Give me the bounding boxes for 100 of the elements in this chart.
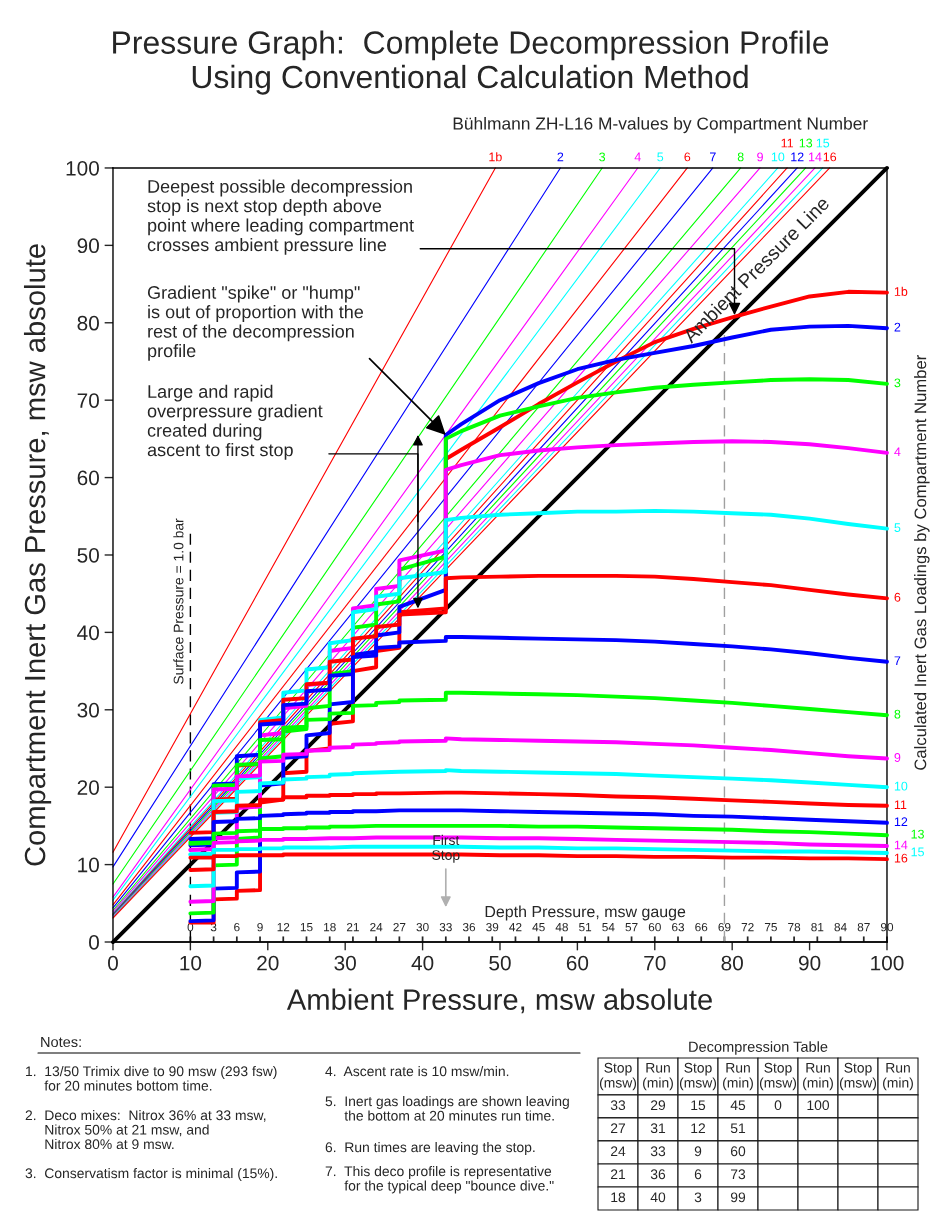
x-tick-label: 90 [798, 955, 821, 971]
series-label: 13 [911, 829, 924, 839]
text: 6 [694, 1169, 702, 1180]
x2-tick-label: 30 [416, 922, 429, 932]
x2-axis-title: Depth Pressure, msw gauge [485, 905, 686, 921]
text: Bühlmann ZH-L16 M-values by Compartment Number [453, 116, 868, 134]
series-label: 1b [894, 286, 908, 296]
y2-axis-title: Calculated Inert Gas Loadings by Compartment Number [914, 355, 930, 770]
y-tick-label: 70 [77, 393, 99, 408]
x-tick-label: 70 [644, 955, 666, 971]
text: 51 [730, 1123, 746, 1134]
text: 0 [774, 1100, 782, 1111]
series-label: 4 [894, 447, 901, 457]
chart-title: Pressure Graph: Complete Decompression Profile Using Conventional Calculation Method [113, 30, 829, 95]
series-label: 8 [894, 709, 901, 719]
series-label: 3 [894, 378, 901, 388]
text: 40 [650, 1192, 666, 1203]
y-tick-label: 10 [78, 857, 99, 873]
series-label: 2 [894, 322, 901, 332]
x2-tick-label: 87 [857, 922, 870, 932]
text: 4. Ascent rate is 10 msw/min. [325, 1066, 509, 1077]
y-tick-label: 90 [77, 238, 99, 254]
text: 6. Run times are leaving the stop. [325, 1142, 535, 1155]
y-tick-label: 0 [89, 935, 99, 950]
series-label: 15 [816, 138, 830, 148]
series-label: 7 [894, 656, 901, 666]
text: 3 [694, 1192, 702, 1203]
series-label: 6 [894, 592, 901, 602]
series-label: 6 [684, 152, 691, 162]
x2-tick-label: 12 [277, 922, 290, 932]
series-label: 14 [894, 840, 908, 850]
series-label: 1b [489, 152, 502, 162]
x2-tick-label: 72 [741, 922, 754, 932]
annotation: Deepest possible decompression stop is next stop depth above point where leading compartment crosses ambient pressure line [147, 179, 414, 255]
x-tick-label: 20 [257, 955, 279, 971]
x2-tick-label: 39 [486, 922, 499, 932]
text: 60 [730, 1146, 746, 1157]
text: Stop (msw) [679, 1062, 717, 1091]
x2-tick-label: 18 [324, 922, 336, 932]
series-label: 4 [634, 152, 641, 162]
x-tick-label: 80 [721, 955, 743, 971]
series-label: 3 [599, 152, 606, 162]
series-label: 12 [791, 152, 804, 162]
x2-tick-label: 57 [625, 923, 638, 932]
text: 99 [730, 1192, 746, 1203]
text: 24 [610, 1146, 626, 1157]
y-tick-label: 40 [77, 625, 99, 641]
x-axis-title: Ambient Pressure, msw absolute [286, 988, 712, 1014]
text: 27 [610, 1123, 626, 1133]
x2-tick-label: 42 [509, 922, 522, 932]
x2-tick-label: 45 [532, 923, 545, 932]
x2-tick-label: 54 [602, 923, 615, 932]
text: 33 [610, 1100, 626, 1111]
x2-tick-label: 51 [579, 923, 592, 932]
series-label: 16 [823, 152, 837, 162]
text: Notes: [41, 1036, 81, 1048]
x-tick-label: 60 [566, 955, 589, 971]
y-tick-label: 50 [77, 547, 99, 563]
series-label: 10 [894, 781, 908, 791]
text: 7. This deco profile is representative for the typical deep "bounce dive." [325, 1166, 554, 1194]
text: 9 [694, 1146, 702, 1157]
text: Decompression Table [689, 1041, 828, 1055]
x2-tick-label: 48 [555, 922, 568, 932]
text: 3. Conservatism factor is minimal (15%). [25, 1168, 277, 1181]
series-label: 9 [757, 152, 763, 162]
series-label: 11 [894, 800, 907, 809]
text: 18 [611, 1192, 626, 1203]
x2-tick-label: 63 [672, 922, 685, 932]
text: 100 [807, 1100, 830, 1111]
x2-tick-label: 81 [811, 922, 824, 932]
x2-tick-label: 27 [393, 922, 406, 932]
x2-tick-label: 21 [346, 922, 359, 932]
x2-tick-label: 36 [462, 922, 476, 932]
text: Stop (msw) [599, 1062, 637, 1091]
y-axis-title: Compartment Inert Gas Pressure, msw absolute [23, 244, 52, 866]
x2-tick-label: 75 [764, 923, 777, 932]
x2-tick-label: 69 [718, 922, 731, 932]
x-tick-label: 100 [871, 955, 904, 971]
x2-tick-label: 15 [300, 923, 313, 932]
y-tick-label: 80 [77, 315, 99, 331]
series-label: 13 [799, 138, 813, 148]
series-label: 2 [557, 152, 564, 162]
series-label: 12 [894, 817, 908, 827]
text: 31 [650, 1123, 666, 1134]
x2-tick-label: 6 [234, 922, 240, 932]
annotation: Large and rapid overpressure gradient created during ascent to first stop [147, 384, 323, 460]
x2-tick-label: 84 [834, 922, 847, 932]
series-label: 7 [710, 152, 716, 162]
x2-tick-label: 24 [370, 922, 383, 932]
x2-tick-label: 60 [648, 922, 661, 932]
x-tick-label: 10 [180, 955, 202, 971]
x-tick-label: 0 [108, 955, 118, 971]
x-tick-label: 30 [334, 955, 356, 971]
text: Stop (msw) [839, 1062, 877, 1091]
text: Run (min) [723, 1062, 753, 1091]
series-label: 5 [894, 523, 901, 533]
x-tick-label: 40 [411, 955, 434, 971]
text: Run (min) [883, 1062, 913, 1091]
x2-tick-label: 78 [788, 922, 801, 932]
text: 36 [650, 1169, 666, 1180]
